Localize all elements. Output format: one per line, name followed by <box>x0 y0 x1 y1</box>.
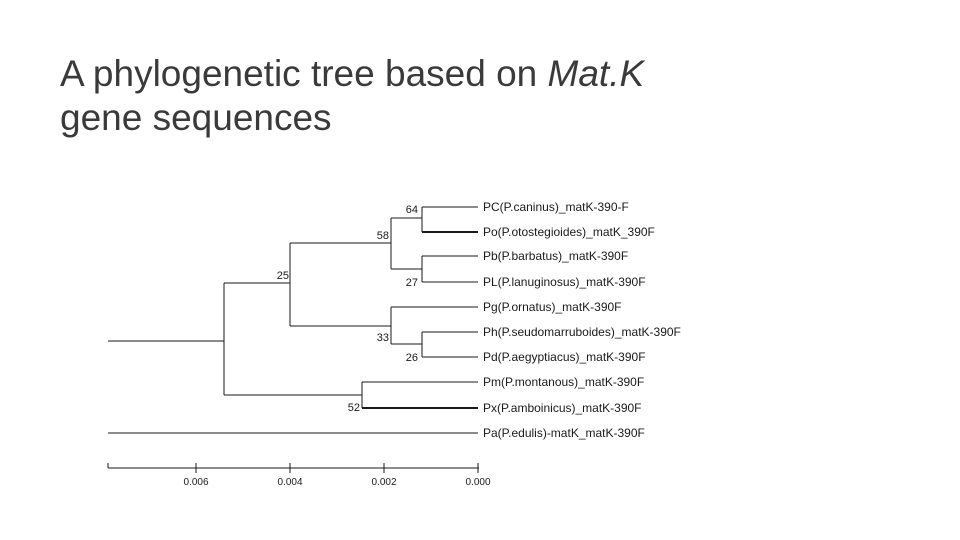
bootstrap-label: 58 <box>377 230 389 242</box>
scale-tick-label: 0.000 <box>465 477 490 488</box>
leaf-label: Ph(P.seudomarruboides)_matK-390F <box>483 325 681 339</box>
bootstrap-label: 64 <box>406 204 418 216</box>
bootstrap-label: 52 <box>348 402 360 414</box>
leaf-label: Pg(P.ornatus)_matK-390F <box>483 300 622 314</box>
leaf-labels: PC(P.caninus)_matK-390-F Po(P.otostegioi… <box>483 200 681 440</box>
bootstrap-label: 25 <box>277 270 289 282</box>
title-gene-name: Mat.K <box>547 53 645 94</box>
bootstrap-label: 27 <box>406 277 418 289</box>
scale-tick-label: 0.002 <box>371 477 396 488</box>
leaf-label: PL(P.lanuginosus)_matK-390F <box>483 275 646 289</box>
scale-tick-label: 0.004 <box>277 477 302 488</box>
leaf-label: Po(P.otostegioides)_matK_390F <box>483 225 655 239</box>
title-subtext: gene sequences <box>60 97 332 138</box>
leaf-label: PC(P.caninus)_matK-390-F <box>483 200 629 214</box>
bootstrap-label: 33 <box>377 332 389 344</box>
scale-bar: 0.006 0.004 0.002 0.000 <box>107 463 491 488</box>
leaf-label: Pd(P.aegyptiacus)_matK-390F <box>483 350 646 364</box>
leaf-label: Px(P.amboinicus)_matK-390F <box>483 401 642 415</box>
scale-tick-label: 0.006 <box>183 477 208 488</box>
leaf-label: Pb(P.barbatus)_matK-390F <box>483 249 628 263</box>
title-text: A phylogenetic tree based on <box>60 53 548 94</box>
leaf-label: Pa(P.edulis)-matK_matK-390F <box>483 426 645 440</box>
bootstrap-labels: 64 58 27 25 33 26 52 <box>277 204 418 414</box>
tree-branches <box>108 206 478 434</box>
slide-title: A phylogenetic tree based on Mat.K gene s… <box>60 52 920 140</box>
leaf-label: Pm(P.montanous)_matK-390F <box>483 375 644 389</box>
bootstrap-label: 26 <box>406 352 418 364</box>
